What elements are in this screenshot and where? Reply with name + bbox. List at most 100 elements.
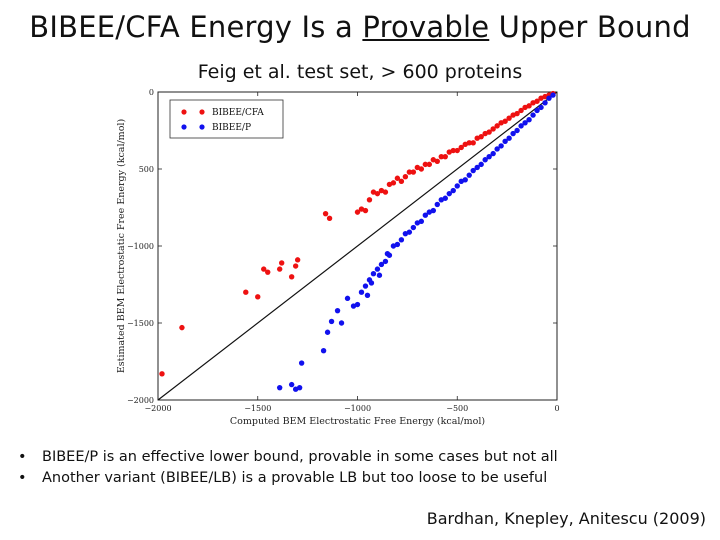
cfa-point	[261, 266, 267, 272]
cfa-point	[486, 129, 492, 135]
slide-subtitle: Feig et al. test set, > 600 proteins	[197, 61, 523, 83]
p-point	[486, 153, 492, 160]
p-point	[550, 92, 556, 98]
cfa-point	[159, 371, 165, 377]
p-point	[470, 167, 476, 174]
cfa-point	[354, 209, 361, 215]
y-tick-label: −1500	[127, 319, 154, 328]
cfa-point	[406, 169, 413, 175]
cfa-point	[288, 274, 295, 280]
cfa-point	[243, 289, 249, 295]
p-point	[370, 271, 377, 277]
legend-marker	[199, 124, 205, 130]
p-point	[418, 218, 425, 225]
p-point	[406, 229, 413, 235]
p-point	[344, 295, 351, 302]
legend-marker	[181, 124, 187, 130]
p-point	[526, 117, 532, 123]
y-tick-label: −2000	[127, 396, 154, 405]
cfa-point	[382, 189, 389, 195]
bullet-dot: •	[18, 470, 27, 486]
p-point	[398, 237, 405, 243]
x-tick-label: −2000	[144, 404, 171, 413]
cfa-point	[490, 126, 496, 132]
slide-title: BIBEE/CFA Energy Is a Provable Upper Bou…	[0, 10, 720, 44]
bullet-item: • Another variant (BIBEE/LB) is a provabl…	[18, 468, 558, 489]
cfa-point	[278, 260, 285, 266]
x-tick-label: −500	[446, 404, 468, 413]
bullet-list: • BIBEE/P is an effective lower bound, pr…	[18, 447, 558, 489]
cfa-point	[366, 197, 373, 203]
cfa-point	[390, 180, 397, 186]
p-point	[288, 381, 295, 388]
p-point	[376, 272, 383, 278]
bullet-dot: •	[18, 449, 27, 465]
cfa-point	[276, 266, 283, 272]
p-point	[450, 187, 456, 194]
p-point	[422, 212, 429, 218]
p-point	[542, 100, 548, 106]
cfa-point	[534, 98, 540, 104]
x-tick-label: 0	[554, 404, 559, 413]
p-point	[490, 150, 496, 157]
p-point	[394, 241, 401, 248]
cfa-point	[179, 324, 185, 331]
cfa-point	[402, 174, 409, 180]
p-point	[382, 258, 389, 265]
cfa-point	[418, 166, 425, 172]
p-point	[514, 127, 520, 134]
bullet-text: BIBEE/P is an effective lower bound, pro…	[42, 449, 558, 465]
y-tick-label: −1000	[127, 242, 154, 251]
p-point	[506, 135, 512, 141]
p-point	[502, 138, 508, 144]
p-point	[354, 301, 361, 308]
cfa-point	[255, 294, 261, 300]
y-tick-label: 0	[149, 88, 154, 97]
p-point	[462, 177, 468, 183]
x-axis-label: Computed BEM Electrostatic Free Energy (…	[230, 416, 485, 427]
p-point	[434, 201, 440, 208]
p-point	[374, 266, 381, 272]
cfa-point	[494, 123, 500, 129]
legend-label: BIBEE/P	[212, 123, 251, 133]
p-point	[474, 164, 480, 171]
y-tick-label: 500	[139, 165, 154, 174]
cfa-point	[506, 115, 512, 121]
bullet-item: • BIBEE/P is an effective lower bound, pr…	[18, 447, 558, 468]
p-point	[386, 252, 393, 258]
cfa-point	[410, 169, 417, 175]
diagonal-line	[157, 91, 558, 401]
p-point	[534, 107, 540, 114]
p-point	[530, 112, 536, 118]
cfa-point	[292, 263, 299, 269]
cfa-point	[294, 257, 301, 263]
cfa-point	[362, 207, 369, 214]
p-point	[446, 190, 452, 197]
p-point	[546, 95, 552, 101]
p-point	[494, 146, 500, 152]
p-point	[338, 320, 345, 326]
cfa-point	[466, 140, 472, 146]
cfa-point	[454, 147, 460, 154]
title-part-1: BIBEE/CFA Energy Is a	[29, 10, 363, 44]
p-point	[482, 157, 488, 163]
cfa-point	[438, 153, 444, 160]
cfa-point	[374, 190, 381, 197]
cfa-point	[398, 178, 405, 185]
cfa-point	[394, 175, 401, 181]
bullet-text: Another variant (BIBEE/LB) is a provable…	[42, 470, 548, 486]
cfa-point	[502, 118, 508, 124]
cfa-point	[322, 210, 329, 217]
citation: Bardhan, Knepley, Anitescu (2009)	[426, 509, 706, 528]
p-point	[328, 318, 335, 325]
scatter-chart: −2000 −1500 −1000 −500 0 0 500 −1000 −1500 −2000 C…	[116, 88, 560, 427]
cfa-point	[422, 161, 429, 168]
legend-label: BIBEE/CFA	[212, 108, 264, 118]
cfa-point	[518, 107, 524, 114]
p-point	[410, 224, 417, 231]
p-point	[498, 143, 504, 149]
legend-marker	[181, 109, 187, 115]
p-point	[358, 289, 365, 295]
cfa-point	[470, 140, 476, 146]
cfa-point	[426, 161, 433, 168]
